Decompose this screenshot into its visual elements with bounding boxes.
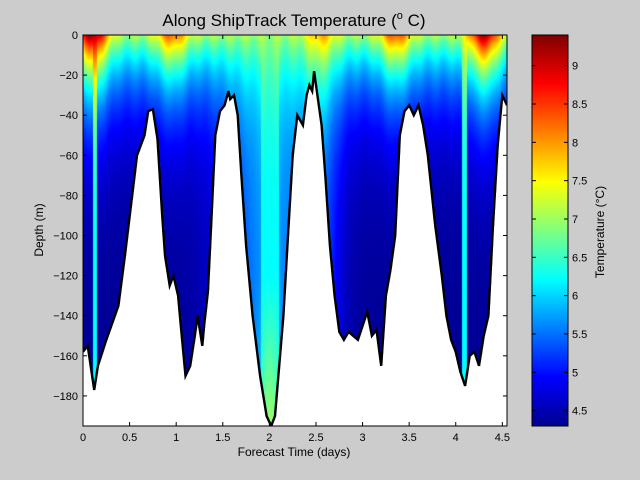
- x-axis: 0 0.5 1 1.5 2 2.5 3 3.5 4 4.5: [80, 35, 510, 444]
- colorbar-ticks: 4.5 5 5.5 6 6.5 7 7.5 8 8.5 9: [532, 61, 587, 418]
- colorbar-tick-label: 8.5: [572, 99, 587, 111]
- title-superscript: o: [397, 10, 403, 22]
- title-end: C): [403, 11, 426, 30]
- x-tick-label: 1.5: [215, 432, 230, 444]
- y-tick-label: −100: [53, 231, 78, 243]
- colorbar-tick-label: 6.5: [572, 252, 587, 264]
- y-tick-label: −80: [59, 190, 78, 202]
- plot-frame: [82, 34, 508, 427]
- seafloor-contour: [83, 70, 507, 426]
- colorbar-tick-label: 7.5: [572, 176, 587, 188]
- y-axis-label: Depth (m): [32, 203, 46, 256]
- x-tick-label: 0: [80, 432, 86, 444]
- colorbar-tick-label: 5.5: [572, 329, 587, 341]
- colorbar-gradient: [532, 35, 568, 426]
- colorbar-label: Temperature (°C): [593, 186, 607, 278]
- x-axis-label: Forecast Time (days): [238, 445, 351, 459]
- x-tick-label: 0.5: [122, 432, 137, 444]
- y-tick-label: −20: [59, 70, 78, 82]
- colorbar-tick-label: 6: [572, 291, 578, 303]
- y-tick-label: 0: [72, 30, 78, 42]
- colorbar-tick-label: 4.5: [572, 406, 587, 418]
- x-tick-label: 4: [453, 432, 459, 444]
- chart-title: Along ShipTrack Temperature (o C): [162, 10, 425, 30]
- colorbar-frame: [531, 34, 569, 427]
- plot-area: [82, 34, 508, 427]
- y-tick-label: −60: [59, 150, 78, 162]
- y-tick-label: −120: [53, 271, 78, 283]
- colorbar-tick-label: 8: [572, 137, 578, 149]
- x-tick-label: 3: [359, 432, 365, 444]
- x-tick-label: 4.5: [495, 432, 510, 444]
- y-tick-label: −160: [53, 351, 78, 363]
- colorbar-tick-label: 7: [572, 214, 578, 226]
- colorbar-tick-label: 5: [572, 367, 578, 379]
- y-tick-label: −180: [53, 391, 78, 403]
- temperature-heatmap: [83, 35, 507, 426]
- y-axis: 0 −20 −40 −60 −80 −100 −120 −140 −160 −180: [53, 30, 507, 403]
- colorbar: 4.5 5 5.5 6 6.5 7 7.5 8 8.5 9 Temperature (°C): [531, 34, 607, 427]
- x-tick-label: 2.5: [308, 432, 323, 444]
- x-tick-label: 3.5: [402, 432, 417, 444]
- x-tick-label: 1: [173, 432, 179, 444]
- y-tick-label: −40: [59, 110, 78, 122]
- colorbar-tick-label: 9: [572, 61, 578, 73]
- x-tick-label: 2: [266, 432, 272, 444]
- title-main: Along ShipTrack Temperature (: [162, 11, 397, 30]
- y-tick-label: −140: [53, 311, 78, 323]
